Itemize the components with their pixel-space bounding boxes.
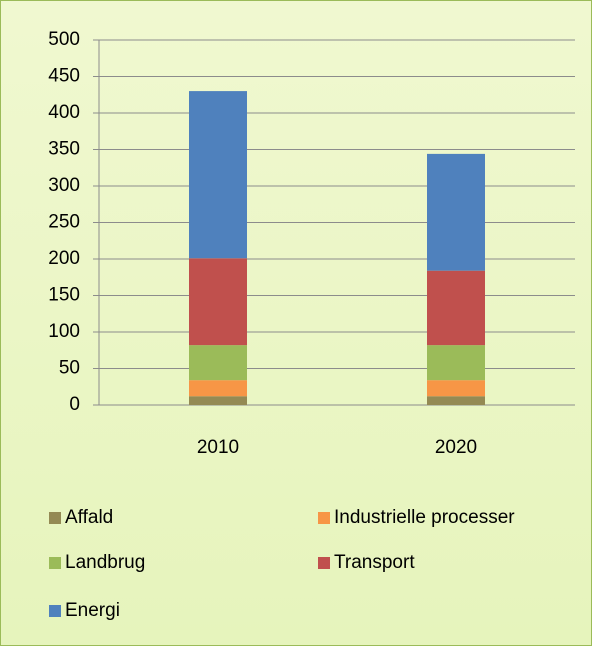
legend-swatch	[49, 557, 61, 569]
bar-segment	[427, 396, 485, 405]
x-tick-label: 2020	[435, 437, 477, 458]
legend-swatch	[49, 512, 61, 524]
bar-segment	[189, 91, 247, 259]
bar-segment	[189, 345, 247, 381]
bar-segment	[189, 258, 247, 346]
y-tick-label: 300	[48, 175, 80, 196]
y-tick-label: 350	[48, 139, 80, 160]
y-tick-label: 50	[59, 358, 80, 379]
legend-swatch	[318, 557, 330, 569]
bar-segment	[427, 380, 485, 397]
legend-label: Energi	[65, 600, 120, 621]
bar-segment	[427, 345, 485, 381]
legend-label: Transport	[334, 552, 415, 573]
legend-label: Landbrug	[65, 552, 145, 573]
bar-segment	[189, 380, 247, 397]
y-tick-label: 200	[48, 248, 80, 269]
x-tick-label: 2010	[197, 437, 239, 458]
y-tick-label: 0	[69, 394, 80, 415]
legend-label: Industrielle processer	[334, 507, 515, 528]
legend-label: Affald	[65, 507, 113, 528]
y-tick-label: 500	[48, 29, 80, 50]
legend-swatch	[318, 512, 330, 524]
bar-segment	[427, 270, 485, 346]
y-tick-label: 100	[48, 321, 80, 342]
bar-segment	[189, 396, 247, 405]
legend-swatch	[49, 605, 61, 617]
y-tick-label: 150	[48, 285, 80, 306]
y-tick-label: 400	[48, 102, 80, 123]
y-tick-label: 450	[48, 66, 80, 87]
bar-segment	[427, 153, 485, 271]
y-tick-label: 250	[48, 212, 80, 233]
